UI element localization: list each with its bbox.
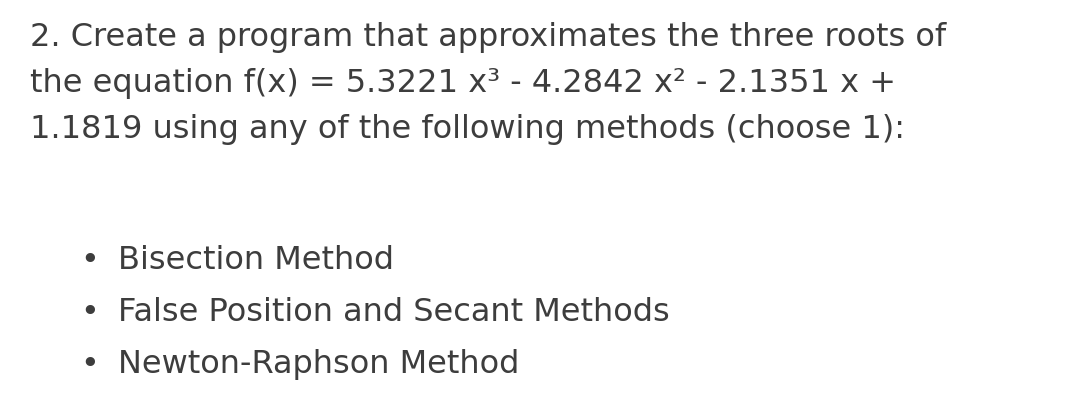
Text: False Position and Secant Methods: False Position and Secant Methods [118, 297, 670, 328]
Text: Bisection Method: Bisection Method [118, 245, 395, 276]
Text: •: • [80, 245, 99, 276]
Text: the equation f(x) = 5.3221 x³ - 4.2842 x² - 2.1351 x +: the equation f(x) = 5.3221 x³ - 4.2842 x… [30, 68, 895, 99]
Text: •: • [80, 349, 99, 380]
Text: Newton-Raphson Method: Newton-Raphson Method [118, 349, 519, 380]
Text: 2. Create a program that approximates the three roots of: 2. Create a program that approximates th… [30, 22, 946, 53]
Text: •: • [80, 297, 99, 328]
Text: 1.1819 using any of the following methods (choose 1):: 1.1819 using any of the following method… [30, 114, 905, 145]
